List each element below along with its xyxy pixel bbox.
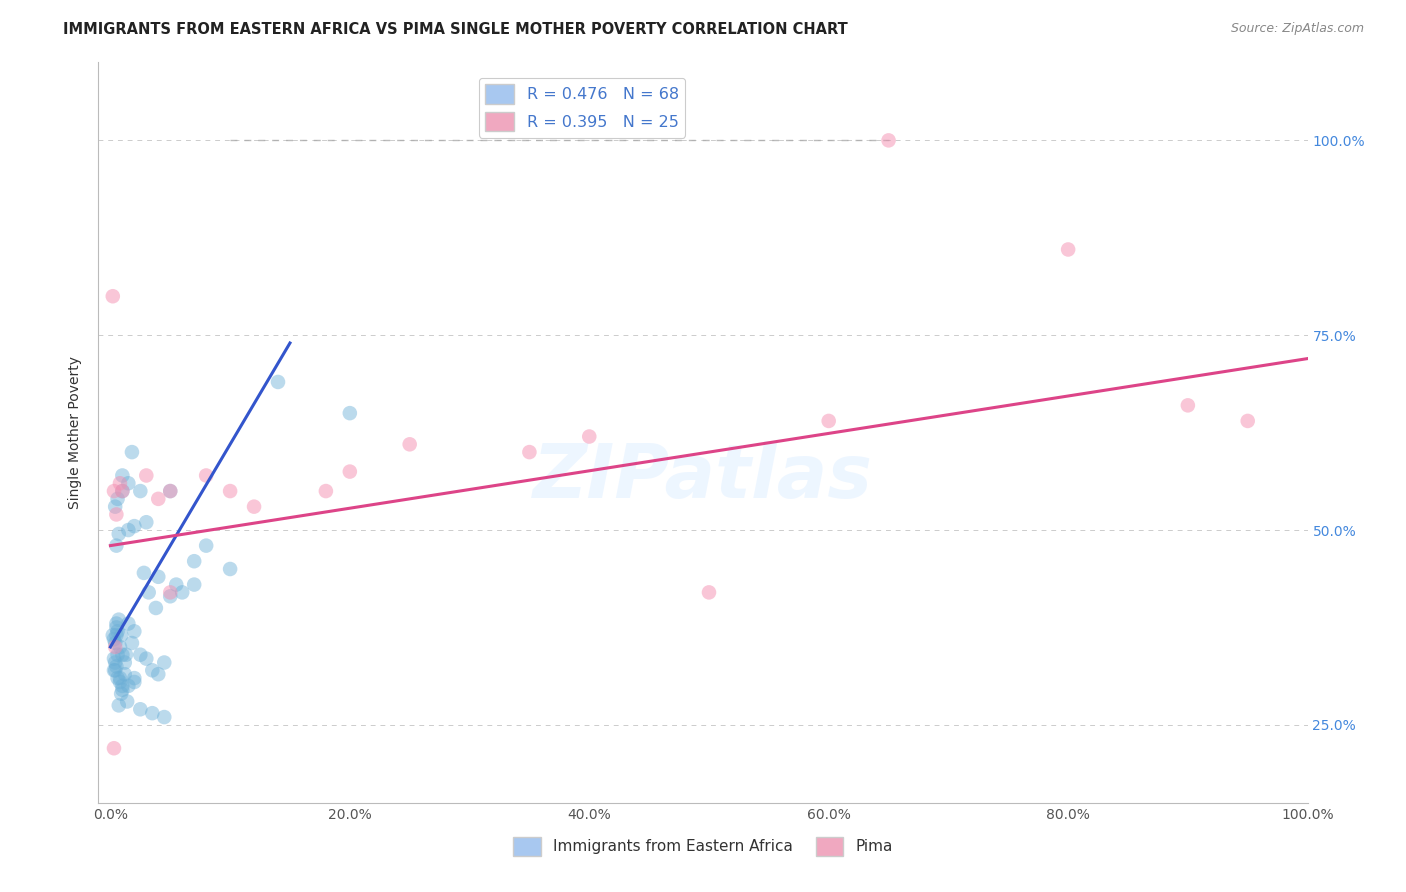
- Point: [107, 698, 129, 713]
- Text: Source: ZipAtlas.com: Source: ZipAtlas.com: [1230, 22, 1364, 36]
- Point: [172, 585, 194, 599]
- Point: [243, 500, 266, 514]
- Point: [104, 656, 127, 670]
- Point: [111, 468, 134, 483]
- Point: [111, 682, 134, 697]
- Point: [138, 585, 160, 599]
- Point: [159, 589, 181, 603]
- Point: [117, 616, 139, 631]
- Point: [195, 468, 218, 483]
- Point: [145, 601, 167, 615]
- Point: [107, 613, 129, 627]
- Point: [141, 706, 163, 721]
- Legend: Immigrants from Eastern Africa, Pima: Immigrants from Eastern Africa, Pima: [508, 831, 898, 862]
- Point: [105, 659, 128, 673]
- Point: [315, 484, 337, 499]
- Point: [107, 648, 129, 662]
- Point: [148, 667, 170, 681]
- Point: [219, 562, 242, 576]
- Point: [104, 640, 127, 654]
- Point: [104, 500, 127, 514]
- Point: [103, 741, 125, 756]
- Point: [1236, 414, 1258, 428]
- Point: [267, 375, 290, 389]
- Point: [107, 491, 129, 506]
- Point: [817, 414, 839, 428]
- Point: [110, 628, 132, 642]
- Point: [103, 651, 125, 665]
- Point: [153, 710, 176, 724]
- Point: [105, 539, 128, 553]
- Point: [153, 656, 176, 670]
- Point: [107, 624, 129, 639]
- Point: [877, 133, 900, 147]
- Point: [121, 636, 143, 650]
- Point: [115, 648, 138, 662]
- Point: [398, 437, 420, 451]
- Point: [124, 624, 146, 639]
- Point: [101, 628, 124, 642]
- Point: [103, 663, 125, 677]
- Point: [104, 663, 127, 677]
- Point: [141, 663, 163, 677]
- Point: [105, 628, 128, 642]
- Point: [104, 636, 127, 650]
- Point: [195, 539, 218, 553]
- Point: [135, 468, 157, 483]
- Point: [132, 566, 155, 580]
- Point: [124, 519, 146, 533]
- Point: [183, 577, 205, 591]
- Point: [339, 465, 361, 479]
- Point: [114, 656, 136, 670]
- Point: [111, 679, 134, 693]
- Point: [103, 632, 125, 647]
- Point: [1057, 243, 1080, 257]
- Point: [101, 289, 124, 303]
- Point: [697, 585, 720, 599]
- Point: [339, 406, 361, 420]
- Point: [124, 671, 146, 685]
- Point: [105, 620, 128, 634]
- Point: [111, 648, 134, 662]
- Point: [148, 491, 170, 506]
- Text: IMMIGRANTS FROM EASTERN AFRICA VS PIMA SINGLE MOTHER POVERTY CORRELATION CHART: IMMIGRANTS FROM EASTERN AFRICA VS PIMA S…: [63, 22, 848, 37]
- Point: [159, 484, 181, 499]
- Point: [159, 484, 181, 499]
- Point: [124, 675, 146, 690]
- Point: [105, 508, 128, 522]
- Point: [110, 687, 132, 701]
- Point: [129, 648, 152, 662]
- Point: [135, 515, 157, 529]
- Point: [115, 694, 138, 708]
- Point: [107, 527, 129, 541]
- Point: [105, 616, 128, 631]
- Point: [159, 585, 181, 599]
- Y-axis label: Single Mother Poverty: Single Mother Poverty: [69, 356, 83, 509]
- Point: [107, 671, 129, 685]
- Point: [111, 484, 134, 499]
- Point: [117, 679, 139, 693]
- Point: [129, 702, 152, 716]
- Point: [108, 476, 131, 491]
- Point: [219, 484, 242, 499]
- Point: [183, 554, 205, 568]
- Point: [135, 651, 157, 665]
- Point: [1177, 398, 1199, 412]
- Point: [165, 577, 187, 591]
- Point: [121, 445, 143, 459]
- Point: [519, 445, 541, 459]
- Point: [114, 667, 136, 681]
- Point: [578, 429, 600, 443]
- Point: [117, 476, 139, 491]
- Point: [108, 671, 131, 685]
- Point: [117, 523, 139, 537]
- Text: ZIPatlas: ZIPatlas: [533, 441, 873, 514]
- Point: [108, 675, 131, 690]
- Point: [103, 484, 125, 499]
- Point: [148, 570, 170, 584]
- Point: [129, 484, 152, 499]
- Point: [108, 640, 131, 654]
- Point: [111, 484, 134, 499]
